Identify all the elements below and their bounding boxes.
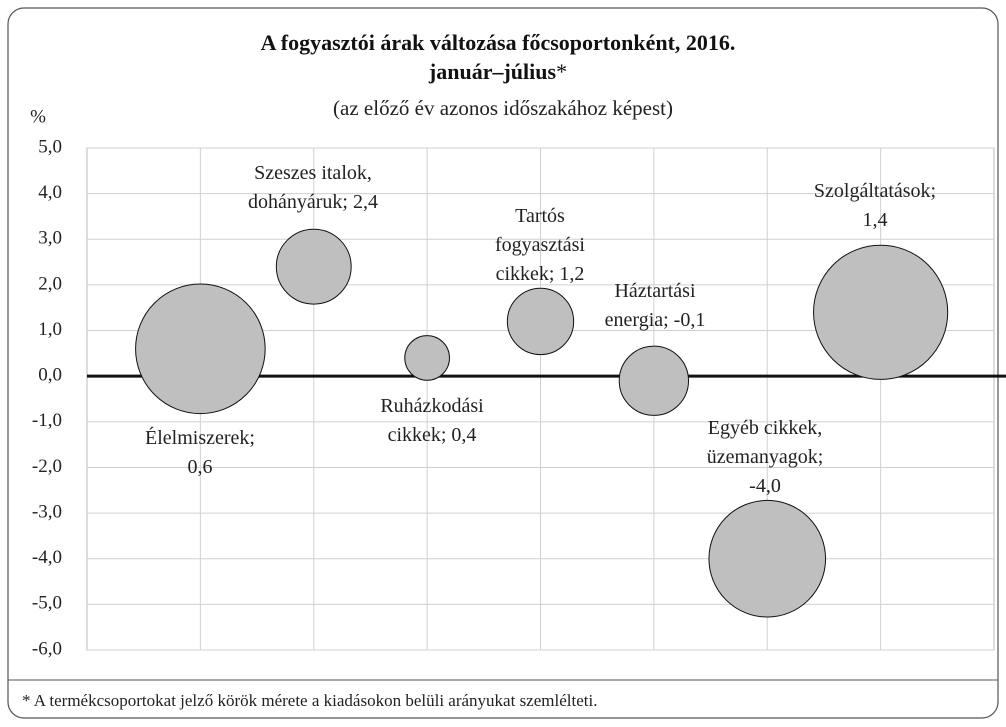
bubble — [618, 345, 690, 416]
data-label: Háztartási energia; -0,1 — [604, 280, 706, 331]
y-tick-label: -2,0 — [32, 456, 62, 477]
y-tick-label: 3,0 — [38, 228, 62, 249]
bubble — [506, 287, 575, 356]
title-marker: * — [556, 59, 568, 84]
data-label: Szolgáltatások; 1,4 — [813, 180, 937, 231]
bubble — [135, 283, 266, 415]
data-label: Tartós fogyasztási cikkek; 1,2 — [495, 205, 585, 285]
y-tick-label: -3,0 — [32, 501, 62, 522]
bubble — [813, 244, 949, 380]
y-axis-label: % — [30, 106, 46, 127]
bubble — [708, 499, 827, 618]
data-label: Ruházkodási cikkek; 0,4 — [380, 395, 484, 446]
y-tick-label: -4,0 — [32, 547, 62, 568]
y-tick-label: 0,0 — [38, 365, 62, 386]
y-tick-label: 1,0 — [38, 319, 62, 340]
title-text: A fogyasztói árak változása főcsoportonk… — [260, 30, 736, 84]
frame — [7, 7, 999, 719]
y-tick-label: -6,0 — [32, 638, 62, 659]
y-tick-label: 5,0 — [38, 136, 62, 157]
y-tick-label: 4,0 — [38, 182, 62, 203]
chart-title: A fogyasztói árak változása főcsoportonk… — [253, 28, 743, 86]
data-label: Egyéb cikkek, üzemanyagok; -4,0 — [706, 417, 824, 497]
chart-subtitle: (az előző év azonos időszakához képest) — [333, 96, 673, 120]
y-tick-label: -5,0 — [32, 593, 62, 614]
bubble — [404, 335, 450, 381]
y-tick-label: -1,0 — [32, 410, 62, 431]
bubble — [275, 228, 352, 305]
data-label: Szeszes italok, dohányáruk; 2,4 — [248, 162, 378, 213]
y-tick-label: 2,0 — [38, 273, 62, 294]
footnote: * A termékcsoportokat jelző körök mérete… — [22, 691, 598, 710]
data-label: Élelmiszerek; 0,6 — [145, 427, 255, 478]
